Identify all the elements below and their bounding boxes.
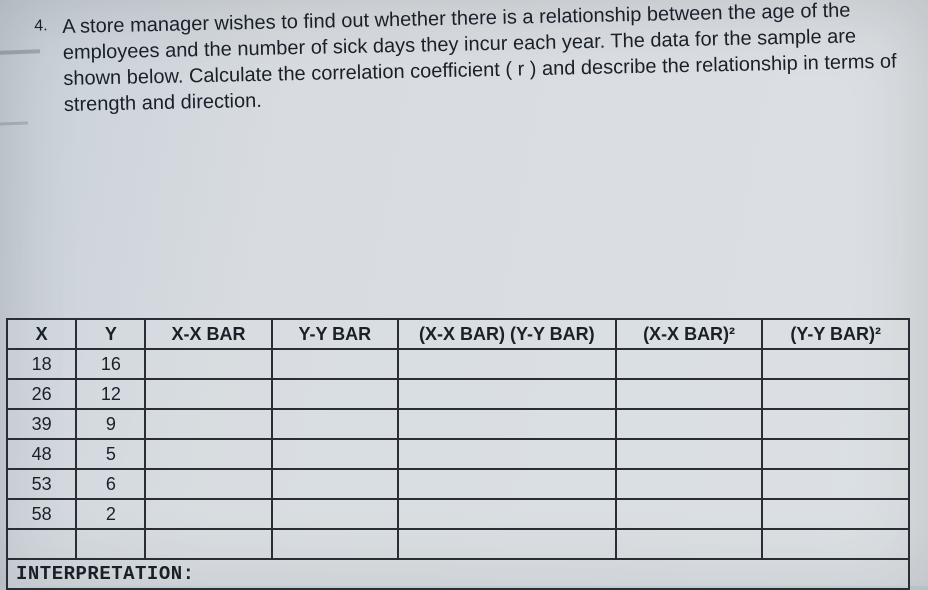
cell-empty: [762, 379, 909, 409]
table-row: 48 5: [7, 439, 909, 469]
cell-y: 9: [76, 409, 145, 439]
cell-x: 58: [7, 499, 76, 529]
cell-empty: [616, 499, 763, 529]
cell-empty: [398, 499, 616, 529]
cell-x: 18: [7, 349, 76, 379]
table-row: 18 16: [7, 349, 909, 379]
table-row-blank: [7, 529, 909, 559]
cell-empty: [398, 529, 616, 559]
table-row: 53 6: [7, 469, 909, 499]
col-header-xxbar2: (X-X BAR)²: [616, 319, 763, 349]
cell-empty: [616, 469, 763, 499]
cell-empty: [145, 409, 271, 439]
cell-x: 48: [7, 439, 76, 469]
question-number: 4.: [34, 16, 48, 37]
cell-empty: [145, 499, 271, 529]
table-row: 39 9: [7, 409, 909, 439]
cell-empty: [398, 439, 616, 469]
cell-empty: [616, 529, 763, 559]
cell-empty: [272, 379, 398, 409]
col-header-xxbar: X-X BAR: [145, 319, 271, 349]
cell-empty: [762, 499, 909, 529]
cell-empty: [762, 349, 909, 379]
cell-x: 39: [7, 409, 76, 439]
cell-empty: [145, 469, 271, 499]
cell-empty: [398, 379, 616, 409]
cell-empty: [7, 529, 76, 559]
cell-empty: [398, 409, 616, 439]
cell-empty: [76, 529, 145, 559]
cell-empty: [272, 499, 398, 529]
cell-empty: [616, 439, 763, 469]
cell-empty: [272, 409, 398, 439]
col-header-yybar2: (Y-Y BAR)²: [762, 319, 909, 349]
table-row: 26 12: [7, 379, 909, 409]
cell-empty: [616, 379, 763, 409]
cell-empty: [398, 469, 616, 499]
cell-y: 6: [76, 469, 145, 499]
col-header-yybar: Y-Y BAR: [272, 319, 398, 349]
cell-empty: [145, 529, 271, 559]
worksheet-table: X Y X-X BAR Y-Y BAR (X-X BAR) (Y-Y BAR) …: [6, 318, 910, 590]
cell-empty: [762, 469, 909, 499]
cell-y: 16: [76, 349, 145, 379]
cell-empty: [272, 529, 398, 559]
table-header-row: X Y X-X BAR Y-Y BAR (X-X BAR) (Y-Y BAR) …: [7, 319, 909, 349]
cell-empty: [272, 469, 398, 499]
margin-rule: [0, 49, 40, 54]
table-body: 18 16 26 12 39: [7, 349, 909, 589]
cell-empty: [145, 349, 271, 379]
cell-empty: [145, 379, 271, 409]
cell-y: 5: [76, 439, 145, 469]
cell-empty: [272, 439, 398, 469]
cell-y: 12: [76, 379, 145, 409]
col-header-prod: (X-X BAR) (Y-Y BAR): [398, 319, 616, 349]
cell-empty: [272, 349, 398, 379]
cell-empty: [398, 349, 616, 379]
cell-empty: [762, 529, 909, 559]
worksheet-table-wrap: X Y X-X BAR Y-Y BAR (X-X BAR) (Y-Y BAR) …: [6, 318, 910, 590]
table-row: 58 2: [7, 499, 909, 529]
cell-empty: [616, 409, 763, 439]
question-text: A store manager wishes to find out wheth…: [62, 0, 897, 116]
interpretation-row: INTERPRETATION:: [7, 559, 909, 589]
col-header-y: Y: [76, 319, 145, 349]
cell-empty: [762, 439, 909, 469]
cell-empty: [616, 349, 763, 379]
margin-rule: [0, 122, 28, 126]
page-surface: 4. A store manager wishes to find out wh…: [0, 0, 928, 586]
cell-empty: [762, 409, 909, 439]
cell-x: 53: [7, 469, 76, 499]
question-block: 4. A store manager wishes to find out wh…: [62, 0, 910, 118]
col-header-x: X: [7, 319, 76, 349]
cell-x: 26: [7, 379, 76, 409]
interpretation-label: INTERPRETATION:: [7, 559, 909, 589]
cell-y: 2: [76, 499, 145, 529]
cell-empty: [145, 439, 271, 469]
